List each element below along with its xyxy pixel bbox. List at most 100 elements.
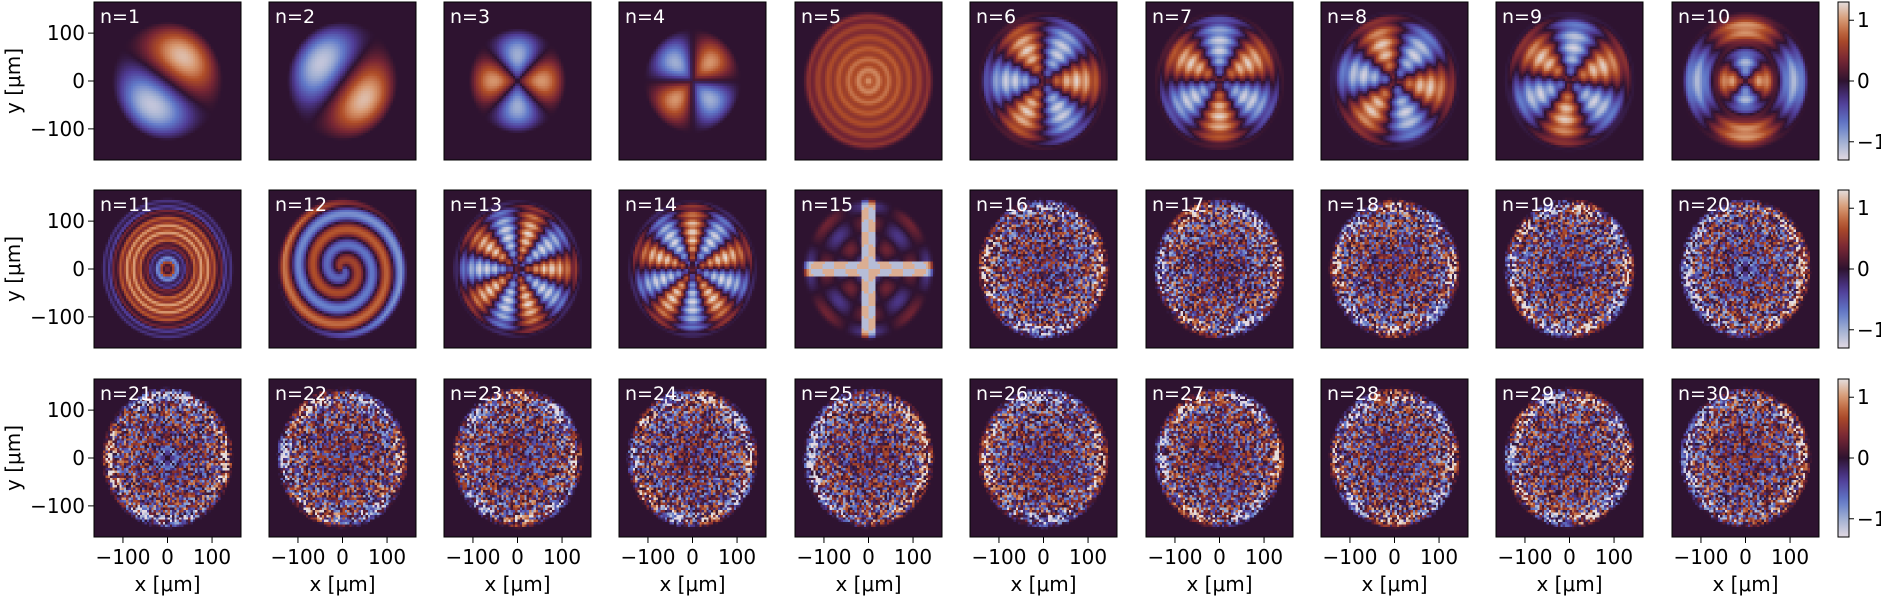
mode-label: n=17 <box>1152 194 1204 216</box>
colorbar-tick-label: −1 <box>1857 507 1881 531</box>
mode-field-image <box>1496 190 1643 348</box>
mode-label: n=14 <box>625 194 677 216</box>
y-tick-label: 0 <box>72 257 85 281</box>
mode-panel-19: n=19 <box>1495 189 1644 349</box>
y-tick-label: −100 <box>30 117 85 141</box>
mode-field-image <box>970 2 1117 160</box>
mode-field-image <box>1146 379 1293 537</box>
mode-panel-7: n=7 <box>1145 1 1294 161</box>
mode-field-image <box>1672 379 1819 537</box>
x-tick-label: 100 <box>718 545 756 569</box>
panel-frame <box>794 189 943 349</box>
x-tick-label: 0 <box>336 545 349 569</box>
mode-panel-28: n=28 <box>1320 378 1469 538</box>
x-axis-label: x [μm] <box>1712 572 1778 596</box>
mode-label: n=9 <box>1502 6 1542 28</box>
mode-field-image <box>795 2 942 160</box>
x-tick-label: −100 <box>1147 545 1202 569</box>
x-tick-label: −100 <box>445 545 500 569</box>
panel-frame <box>1145 189 1294 349</box>
x-axis-label: x [μm] <box>1186 572 1252 596</box>
mode-label: n=29 <box>1502 383 1554 405</box>
colorbar <box>1837 189 1850 349</box>
mode-field-image <box>1146 190 1293 348</box>
mode-label: n=5 <box>801 6 841 28</box>
mode-label: n=30 <box>1678 383 1730 405</box>
y-tick-label: 0 <box>72 69 85 93</box>
x-axis-label: x [μm] <box>1536 572 1602 596</box>
panel-frame <box>1145 1 1294 161</box>
mode-field-image <box>1496 379 1643 537</box>
colorbar-tick-label: 1 <box>1857 8 1870 32</box>
mode-label: n=21 <box>100 383 152 405</box>
mode-field-image <box>94 2 241 160</box>
panel-frame <box>618 189 767 349</box>
mode-label: n=7 <box>1152 6 1192 28</box>
y-axis-label: y [μm] <box>1 425 25 491</box>
mode-label: n=23 <box>450 383 502 405</box>
x-axis-label: x [μm] <box>1010 572 1076 596</box>
panel-frame <box>268 189 417 349</box>
mode-label: n=27 <box>1152 383 1204 405</box>
colorbar-layer: 1 0 −1 1 0 −1 1 0 −1 <box>1837 1 1881 538</box>
mode-label: n=19 <box>1502 194 1554 216</box>
colorbar <box>1837 378 1850 538</box>
y-tick-label: −100 <box>30 494 85 518</box>
x-axis-label: x [μm] <box>309 572 375 596</box>
x-tick-label: −100 <box>270 545 325 569</box>
colorbar-tick-label: 1 <box>1857 196 1870 220</box>
panel-frame <box>618 1 767 161</box>
colorbar-tick-label: −1 <box>1857 130 1881 154</box>
panel-frame <box>268 1 417 161</box>
mode-label: n=20 <box>1678 194 1730 216</box>
x-tick-label: −100 <box>95 545 150 569</box>
panel-frame <box>1671 189 1820 349</box>
colorbar-row-1: 1 0 −1 <box>1837 1 1881 161</box>
mode-label: n=12 <box>275 194 327 216</box>
panel-frame <box>969 1 1118 161</box>
x-tick-label: 0 <box>1388 545 1401 569</box>
mode-panel-23: n=23 <box>443 378 592 538</box>
mode-panel-14: n=14 <box>618 189 767 349</box>
x-tick-label: 100 <box>368 545 406 569</box>
mode-panel-30: n=30 <box>1671 378 1820 538</box>
mode-field-image <box>1146 2 1293 160</box>
mode-label: n=24 <box>625 383 677 405</box>
mode-label: n=1 <box>100 6 140 28</box>
mode-label: n=3 <box>450 6 490 28</box>
panel-frame <box>1320 1 1469 161</box>
mode-panel-22: n=22 <box>268 378 417 538</box>
y-axis-label: y [μm] <box>1 236 25 302</box>
mode-panel-12: n=12 <box>268 189 417 349</box>
panel-frame <box>1320 189 1469 349</box>
mode-label: n=8 <box>1327 6 1367 28</box>
mode-panel-16: n=16 <box>969 189 1118 349</box>
x-tick-label: 100 <box>1595 545 1633 569</box>
mode-field-image <box>269 2 416 160</box>
colorbar-tick-label: −1 <box>1857 318 1881 342</box>
x-tick-label: 0 <box>686 545 699 569</box>
panel-frame <box>443 1 592 161</box>
panel-frame <box>969 189 1118 349</box>
colorbar <box>1837 1 1850 161</box>
x-axis-label: x [μm] <box>134 572 200 596</box>
mode-panel-29: n=29 <box>1495 378 1644 538</box>
mode-panel-3: n=3 <box>443 1 592 161</box>
mode-label: n=22 <box>275 383 327 405</box>
mode-panel-5: n=5 <box>794 1 943 161</box>
mode-field-image <box>970 190 1117 348</box>
mode-field-image <box>444 190 591 348</box>
mode-field-image <box>94 379 241 537</box>
x-tick-label: −100 <box>796 545 851 569</box>
x-axis-label: x [μm] <box>1361 572 1427 596</box>
panel-frame <box>794 1 943 161</box>
panels-layer: n=1 n=2 n=3 n=4 n=5 n=6 n=7 n=8 n=9 n=10 n=11 n=12 n… <box>93 1 1820 538</box>
panel-frame <box>1671 1 1820 161</box>
mode-field-image <box>269 379 416 537</box>
x-tick-label: 100 <box>894 545 932 569</box>
mode-label: n=28 <box>1327 383 1379 405</box>
mode-label: n=10 <box>1678 6 1730 28</box>
panel-frame <box>1495 189 1644 349</box>
y-tick-label: 100 <box>47 21 85 45</box>
mode-panel-9: n=9 <box>1495 1 1644 161</box>
